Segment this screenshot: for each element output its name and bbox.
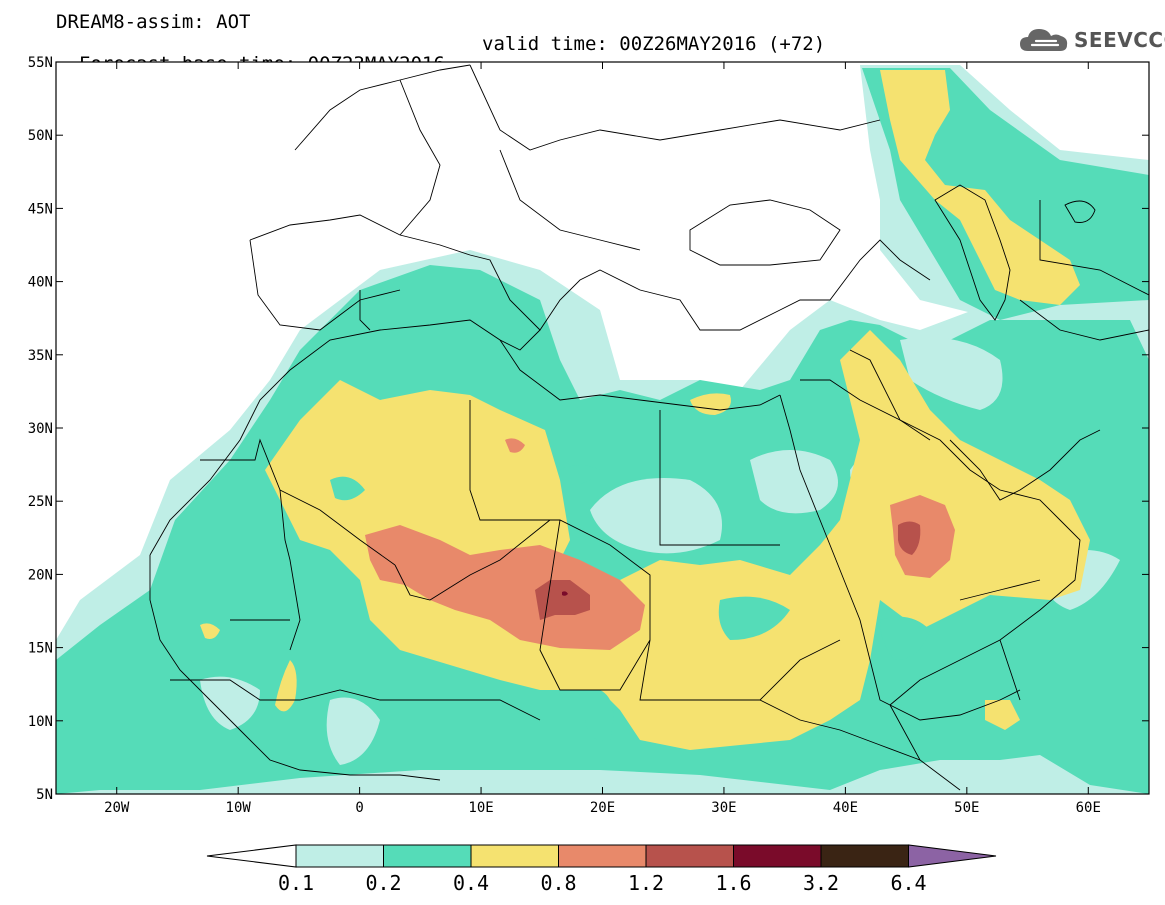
colorbar-box — [295, 844, 384, 868]
aot-band-0.4-0.8 — [200, 70, 1090, 750]
map-title: DREAM8-assim: AOT — [56, 11, 251, 33]
colorbar: 0.1 0.2 0.4 0.8 1.2 1.6 3.2 6.4 — [206, 844, 997, 895]
colorbar-extend-low — [206, 844, 297, 868]
lat-label: 20N — [28, 567, 53, 583]
lat-label: 45N — [28, 201, 53, 217]
aot-band-0.2-0.4-inner — [330, 465, 930, 741]
lat-label: 30N — [28, 421, 53, 437]
lon-label: 60E — [1076, 800, 1101, 816]
aot-band-1.2-1.6 — [535, 521, 921, 620]
colorbar-label: 3.2 — [803, 871, 839, 895]
colorbar-label: 6.4 — [890, 871, 926, 895]
lon-label: 50E — [954, 800, 979, 816]
colorbar-label: 0.8 — [540, 871, 576, 895]
aot-band-0.8-1.2 — [365, 438, 955, 650]
lat-label: 40N — [28, 275, 53, 291]
latitude-axis: 5N 10N 15N 20N 25N 30N 35N 40N 45N 50N 55N — [28, 55, 1149, 803]
coastlines-borders — [149, 64, 1149, 791]
colorbar-label: 1.6 — [715, 871, 751, 895]
colorbar-label: 1.2 — [628, 871, 664, 895]
lat-label: 35N — [28, 348, 53, 364]
lon-label: 20W — [104, 800, 130, 816]
colorbar-box — [820, 844, 909, 868]
lat-label: 55N — [28, 55, 53, 71]
lat-label: 10N — [28, 714, 53, 730]
lon-label: 40E — [833, 800, 858, 816]
colorbar-box — [383, 844, 472, 868]
aot-band-1.6-3.2 — [562, 591, 568, 596]
lon-label: 20E — [590, 800, 615, 816]
colorbar-label: 0.1 — [278, 871, 314, 895]
lon-label: 10W — [226, 800, 252, 816]
lat-label: 15N — [28, 641, 53, 657]
longitude-axis: 20W 10W 0 10E 20E 30E 40E 50E 60E — [104, 62, 1101, 816]
map-plot-area — [56, 62, 1149, 794]
seevccc-logo: SEEVCCC — [1018, 24, 1165, 58]
valid-time: valid time: 00Z26MAY2016 (+72) — [482, 33, 826, 55]
colorbar-box — [558, 844, 647, 868]
colorbar-box — [470, 844, 559, 868]
colorbar-extend-high — [908, 844, 997, 868]
logo-text: SEEVCCC — [1074, 28, 1165, 52]
lat-label: 25N — [28, 494, 53, 510]
cloud-icon — [1020, 29, 1068, 51]
lat-label: 50N — [28, 128, 53, 144]
lon-label: 0 — [355, 800, 363, 816]
lat-label: 5N — [36, 787, 53, 803]
colorbar-label: 0.4 — [453, 871, 489, 895]
colorbar-box — [733, 844, 822, 868]
colorbar-box — [645, 844, 734, 868]
lon-label: 30E — [711, 800, 736, 816]
lon-label: 10E — [468, 800, 493, 816]
colorbar-label: 0.2 — [365, 871, 401, 895]
